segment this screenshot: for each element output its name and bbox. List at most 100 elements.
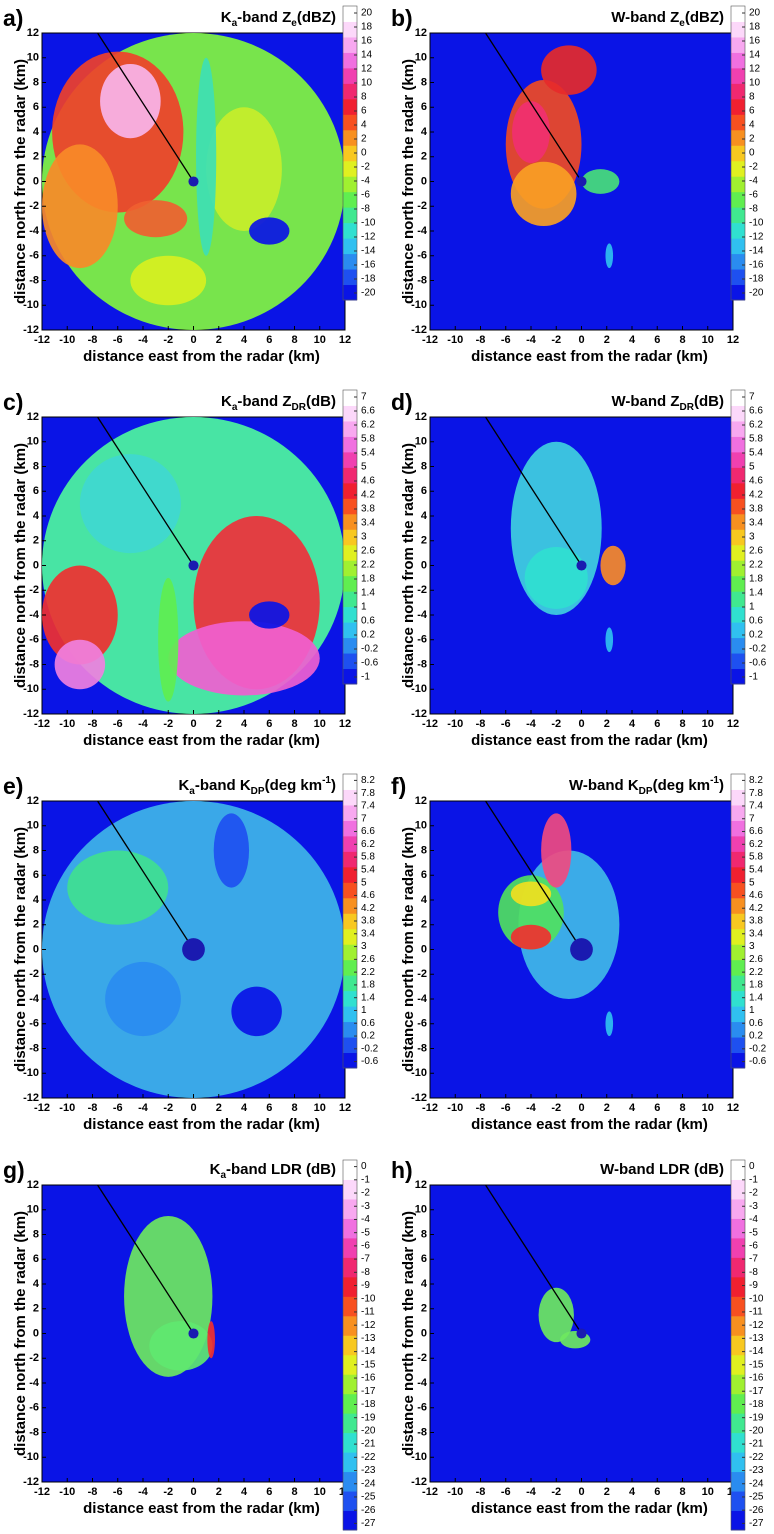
x-tick-label: 12 — [339, 334, 351, 346]
title-part: ) — [331, 777, 336, 794]
colorbar-swatch — [731, 238, 745, 255]
x-tick-label: 6 — [654, 334, 660, 346]
colorbar-swatch — [731, 851, 745, 868]
colorbar-swatch — [343, 253, 357, 270]
colorbar-swatch — [343, 529, 357, 546]
title-part: (dBZ) — [297, 9, 336, 26]
colorbar-swatch — [343, 83, 357, 100]
colorbar-swatch — [731, 1257, 745, 1278]
colorbar-tick-label: 2.2 — [749, 560, 763, 571]
colorbar-swatch — [731, 222, 745, 239]
colorbar-swatch — [343, 436, 357, 453]
colorbar-tick-label: 5 — [361, 462, 367, 473]
colorbar-swatch — [343, 575, 357, 592]
colorbar-tick-label: -0.2 — [361, 644, 379, 655]
colorbar-swatch — [731, 176, 745, 193]
colorbar-swatch — [731, 436, 745, 453]
colorbar-swatch — [343, 1432, 357, 1453]
panel-title: Ka-band LDR (dB) — [210, 1161, 336, 1181]
title-part: K — [221, 9, 232, 26]
colorbar-swatch — [343, 1471, 357, 1492]
x-tick-label: -4 — [138, 1102, 149, 1114]
colorbar-swatch — [731, 637, 745, 654]
colorbar-tick-label: 6.2 — [361, 839, 375, 850]
colorbar-swatch — [731, 1452, 745, 1473]
colorbar-swatch — [731, 36, 745, 53]
colorbar-tick-label: 7 — [361, 813, 367, 824]
colorbar-swatch — [731, 1510, 745, 1531]
echo-region — [168, 621, 320, 696]
colorbar-swatch — [731, 420, 745, 437]
colorbar-swatch — [731, 67, 745, 84]
colorbar-tick-label: -10 — [749, 1293, 764, 1304]
x-tick-label: -2 — [163, 718, 173, 730]
colorbar-swatch — [343, 482, 357, 499]
colorbar-tick-label: 7 — [749, 392, 755, 403]
x-tick-label: -6 — [501, 1486, 511, 1498]
title-part: (dBZ) — [685, 9, 724, 26]
title-part: e — [291, 18, 297, 29]
panel-title: Ka-band ZDR(dB) — [221, 393, 336, 413]
colorbar-swatch — [731, 1006, 745, 1023]
y-tick-label: -6 — [417, 1402, 427, 1414]
colorbar-tick-label: 5.4 — [361, 448, 375, 459]
y-tick-label: -8 — [417, 658, 427, 670]
x-tick-label: 10 — [314, 334, 326, 346]
x-tick-label: 2 — [604, 1486, 610, 1498]
echo-region — [249, 601, 290, 629]
y-axis-label: distance north from the radar (km) — [400, 59, 417, 304]
colorbar-tick-label: -2 — [361, 1188, 370, 1199]
x-tick-label: 2 — [604, 718, 610, 730]
panel-title: W-band LDR (dB) — [600, 1161, 724, 1178]
x-tick-label: 10 — [702, 1102, 714, 1114]
colorbar-swatch — [343, 1335, 357, 1356]
x-tick-label: 2 — [216, 718, 222, 730]
colorbar-swatch — [343, 789, 357, 806]
x-tick-label: 2 — [604, 334, 610, 346]
colorbar-tick-label: -1 — [361, 672, 370, 683]
colorbar-tick-label: -8 — [749, 204, 758, 215]
y-tick-label: -12 — [411, 324, 427, 336]
x-tick-label: -2 — [551, 1486, 561, 1498]
colorbar-swatch — [343, 222, 357, 239]
colorbar-tick-label: -4 — [749, 176, 758, 187]
azimuth-line — [485, 1184, 583, 1334]
colorbar-tick-label: -18 — [361, 274, 376, 285]
colorbar-swatch — [731, 560, 745, 577]
colorbar-tick-label: 2.6 — [749, 954, 763, 965]
colorbar-tick-label: -27 — [749, 1518, 764, 1529]
x-tick-label: 10 — [702, 718, 714, 730]
colorbar-tick-label: -10 — [361, 1293, 376, 1304]
colorbar-swatch — [343, 98, 357, 115]
colorbar-swatch — [343, 882, 357, 899]
colorbar-tick-label: -25 — [361, 1492, 376, 1503]
title-part: W-band Z — [612, 393, 680, 410]
colorbar-tick-label: 1 — [361, 1005, 367, 1016]
colorbar-tick-label: -0.6 — [749, 1056, 767, 1067]
colorbar-swatch — [731, 1179, 745, 1200]
y-tick-label: -10 — [23, 1067, 39, 1079]
y-tick-label: -4 — [417, 993, 428, 1005]
colorbar-tick-label: 3.4 — [749, 928, 763, 939]
y-axis-label: distance north from the radar (km) — [12, 443, 29, 688]
colorbar-swatch — [343, 1257, 357, 1278]
colorbar-swatch — [731, 1237, 745, 1258]
colorbar-tick-label: 10 — [361, 78, 373, 89]
echo-region — [510, 161, 577, 227]
echo-region — [249, 217, 290, 245]
colorbar-tick-label: 3 — [361, 941, 367, 952]
colorbar-swatch — [731, 913, 745, 930]
x-tick-label: 6 — [654, 1102, 660, 1114]
x-tick-label: -8 — [476, 718, 486, 730]
echo-region — [524, 546, 588, 609]
colorbar-swatch — [731, 145, 745, 162]
colorbar-swatch — [731, 789, 745, 806]
echo-region — [42, 565, 118, 665]
colorbar-swatch — [343, 498, 357, 515]
colorbar-swatch — [731, 52, 745, 69]
colorbar-swatch — [343, 129, 357, 146]
x-tick-label: -10 — [447, 334, 463, 346]
y-tick-label: -4 — [417, 225, 428, 237]
y-tick-label: -8 — [29, 274, 39, 286]
y-tick-label: 0 — [33, 943, 39, 955]
